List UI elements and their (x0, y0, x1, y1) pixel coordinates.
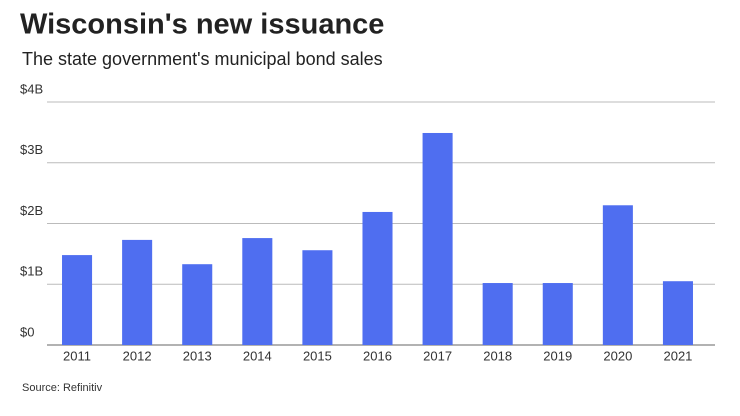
x-tick-label: 2021 (663, 348, 692, 363)
x-tick-label: 2014 (243, 348, 272, 363)
x-tick-label: 2015 (303, 348, 332, 363)
bar (122, 239, 153, 345)
y-tick-label: $4B (20, 81, 43, 96)
bar (482, 283, 513, 345)
bar (422, 132, 453, 345)
x-tick-label: 2020 (603, 348, 632, 363)
bar (242, 238, 273, 345)
x-tick-label: 2011 (63, 348, 91, 363)
chart-title: Wisconsin's new issuance (20, 9, 384, 41)
source-note: Source: Refinitiv (22, 382, 103, 394)
bar (662, 281, 693, 345)
chart-subtitle: The state government's municipal bond sa… (22, 49, 383, 69)
y-tick-label: $2B (20, 203, 43, 218)
y-tick-label: $0 (20, 324, 34, 339)
bar (182, 264, 213, 345)
bar (362, 211, 393, 345)
x-tick-label: 2016 (363, 348, 392, 363)
x-tick-label: 2019 (543, 348, 572, 363)
x-tick-label: 2017 (423, 348, 452, 363)
bar (62, 255, 93, 345)
bar (542, 283, 573, 345)
x-tick-label: 2012 (123, 348, 152, 363)
bar (302, 250, 333, 345)
x-tick-label: 2018 (483, 348, 512, 363)
x-tick-label: 2013 (183, 348, 212, 363)
bar (602, 205, 633, 345)
y-tick-label: $3B (20, 142, 43, 157)
y-tick-label: $1B (20, 264, 43, 279)
